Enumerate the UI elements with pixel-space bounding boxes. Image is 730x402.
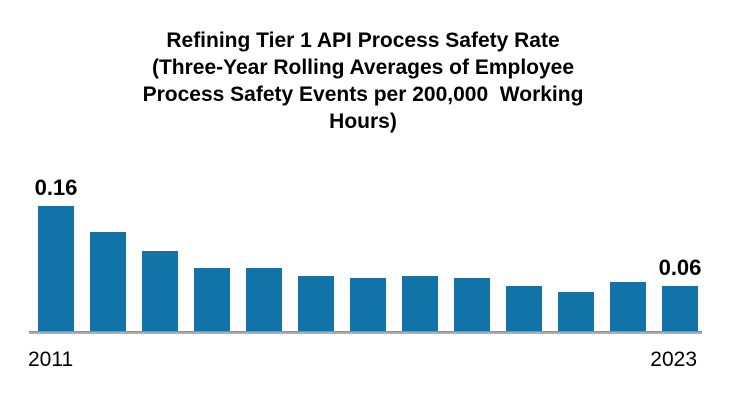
- chart-title-line: Hours): [329, 110, 397, 133]
- bar-2012: [90, 232, 126, 331]
- bar-2023: [662, 286, 698, 331]
- bar-2015: [246, 268, 282, 331]
- bar-2021: [558, 292, 594, 331]
- bar-2022: [610, 282, 646, 331]
- bar-2013: [142, 251, 178, 331]
- bar-2017: [350, 278, 386, 331]
- chart-title: Refining Tier 1 API Process Safety Rate …: [0, 27, 726, 135]
- bar-2020: [506, 286, 542, 331]
- data-label-2011: 0.16: [34, 175, 78, 200]
- x-axis-label-end: 2023: [650, 348, 697, 371]
- chart-title-line: Process Safety Events per 200,000 Workin…: [142, 83, 584, 106]
- x-axis-label-start: 2011: [28, 348, 74, 371]
- chart-title-line: Refining Tier 1 API Process Safety Rate: [166, 29, 560, 52]
- bar-2016: [298, 276, 334, 331]
- x-axis-line: [29, 331, 702, 334]
- bar-2018: [402, 276, 438, 331]
- bar-2014: [194, 268, 230, 331]
- chart-title-line: (Three-Year Rolling Averages of Employee: [151, 56, 575, 79]
- data-label-2023: 0.06: [658, 255, 702, 280]
- bar-2019: [454, 278, 490, 331]
- bar-2011: [38, 206, 74, 331]
